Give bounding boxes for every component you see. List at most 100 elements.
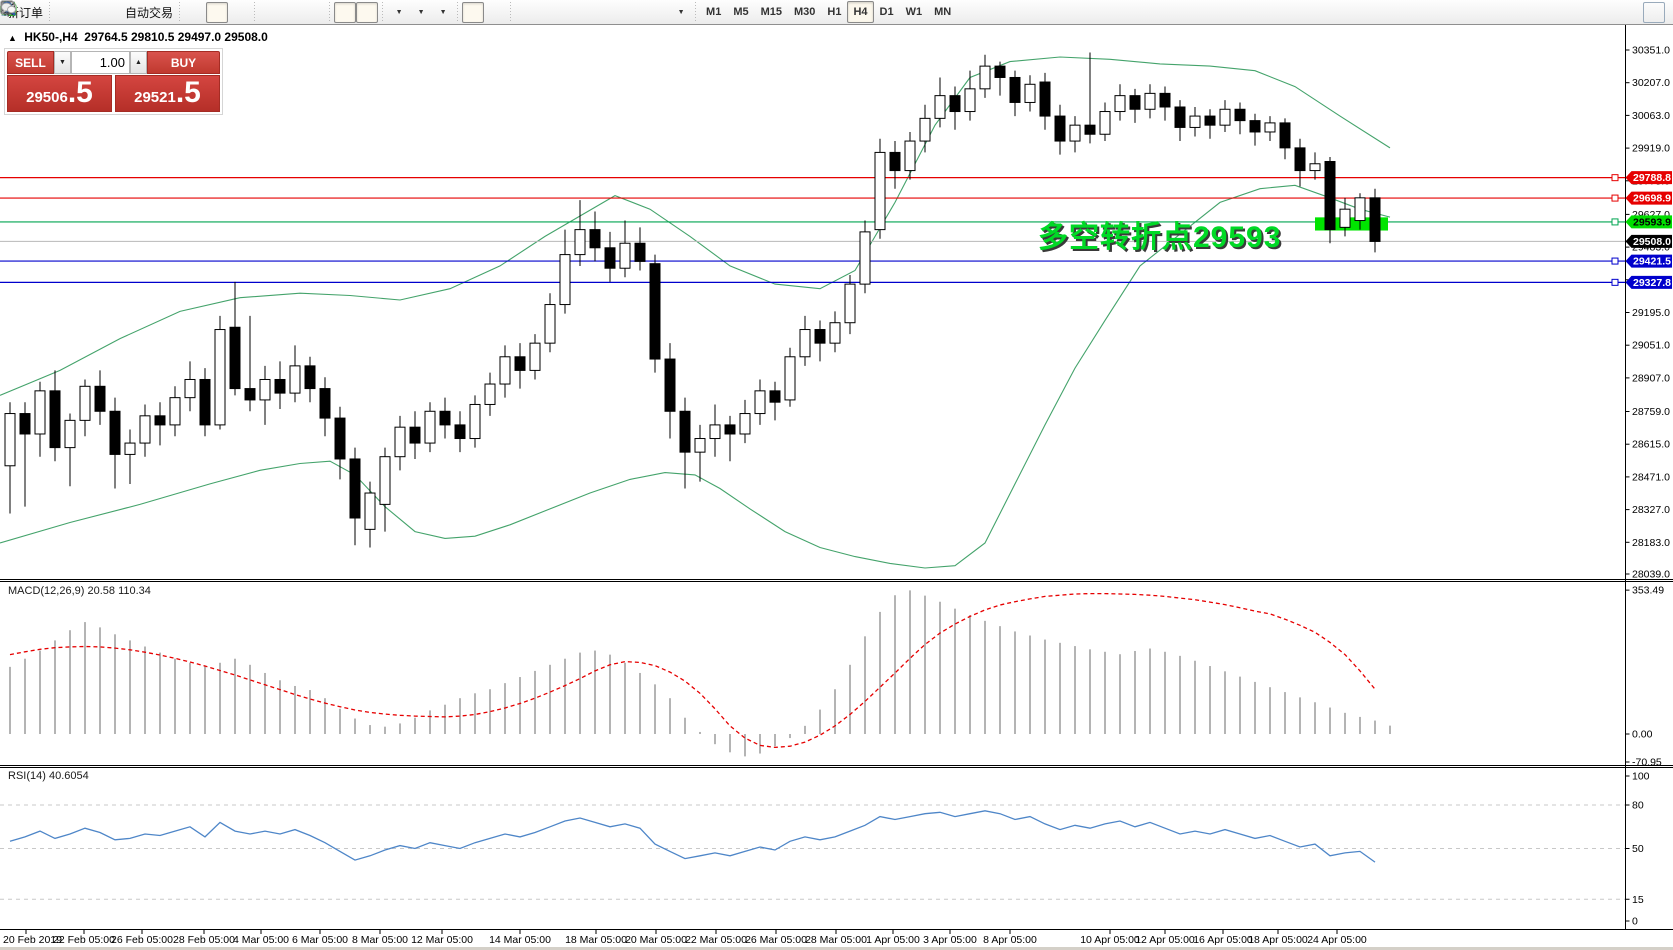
indicators-button[interactable]: ▼ [0, 1, 409, 23]
price-label-box[interactable] [1625, 171, 1673, 185]
candle-body [169, 397, 181, 426]
volume-decrease-button[interactable]: ▼ [54, 51, 71, 74]
vline-button[interactable] [7, 2, 537, 23]
toolbar-separator [455, 2, 461, 22]
price-label-box[interactable] [1625, 234, 1673, 248]
candle-body [859, 231, 871, 285]
price-tick-label: 28615.0 [1632, 439, 1670, 451]
signal-button[interactable] [0, 2, 120, 23]
trendline-button[interactable] [1, 2, 581, 23]
line-handle[interactable] [1611, 278, 1619, 286]
timeframe-mn-button[interactable]: MN [934, 6, 952, 18]
candle-body [1204, 115, 1216, 126]
candle-body [364, 492, 376, 530]
mql-community-button[interactable] [1, 2, 98, 23]
zoom-in-button[interactable] [1, 1, 281, 23]
zoom-out-button[interactable] [1, 1, 303, 23]
arrows-button[interactable]: ▼ [1, 1, 691, 23]
line-handle[interactable] [1611, 257, 1619, 265]
time-tick-label: 6 Mar 05:00 [292, 934, 348, 946]
timeframe-d1-button[interactable]: D1 [879, 6, 894, 18]
candlestick-button[interactable] [2, 1, 229, 23]
equidistant-channel-button[interactable]: E [0, 2, 603, 23]
line-handle[interactable] [1611, 174, 1619, 182]
time-tick-label: 12 Apr 05:00 [1135, 934, 1195, 946]
line-chart-button[interactable] [1, 2, 250, 23]
timeframe-m15-button[interactable]: M15 [760, 6, 782, 18]
candle-body [769, 390, 781, 403]
candle-body [1069, 124, 1081, 142]
time-tick-label: 16 Apr 05:00 [1193, 934, 1253, 946]
tile-windows-button[interactable] [2, 2, 325, 23]
line-handle[interactable] [1611, 194, 1619, 202]
candle-body [574, 229, 586, 256]
toolbar-separator [252, 2, 258, 22]
time-tick-label: 1 Apr 05:00 [866, 934, 920, 946]
crosshair-button[interactable] [2, 2, 506, 23]
buy-price-display[interactable]: 29521 .5 [114, 75, 220, 112]
candle-body [439, 410, 451, 426]
time-tick-label: 8 Mar 05:00 [352, 934, 408, 946]
price-label-box[interactable] [1625, 215, 1673, 229]
line-handle[interactable] [1611, 218, 1619, 226]
autotrading-button[interactable]: 自动交易 [1, 2, 175, 23]
sell-price-display[interactable]: 29506 .5 [7, 75, 113, 112]
price-label-box[interactable] [1625, 254, 1673, 268]
candle-body [994, 65, 1006, 78]
templates-button[interactable]: ▼ [1, 1, 453, 23]
candle-body [1129, 95, 1141, 110]
toolbar-separator [327, 2, 333, 22]
band-lower-line[interactable] [0, 184, 1391, 569]
sell-button[interactable]: SELL [7, 51, 54, 74]
text-label-button[interactable]: T [1, 2, 669, 23]
bar-chart-button[interactable] [1, 2, 206, 23]
dropdown-arrow-icon[interactable]: ▼ [417, 8, 425, 16]
band-upper-line[interactable] [0, 56, 1391, 396]
timeframe-h1-button[interactable]: H1 [827, 6, 842, 18]
candle-body [1264, 122, 1276, 133]
chart-shift-button[interactable] [2, 1, 379, 23]
timeframe-w1-button[interactable]: W1 [905, 6, 923, 18]
rsi-panel: 100 80 50 15 0 [0, 771, 1650, 928]
rsi-tick-label: 15 [1632, 894, 1644, 906]
macd-panel: 353.49 0.00 -70.95 [9, 585, 1664, 769]
timeframe-m1-button[interactable]: M1 [706, 6, 722, 18]
pivot-annotation-text[interactable]: 多空转折点29593 [1038, 221, 1282, 254]
dropdown-arrow-icon[interactable]: ▼ [677, 8, 685, 16]
search-button[interactable] [1, 1, 1643, 23]
rsi-tick-label: 50 [1632, 843, 1644, 855]
fibonacci-button[interactable]: F [2, 2, 625, 23]
collapse-arrow-icon[interactable]: ▲ [8, 33, 17, 43]
text-button[interactable]: A [4, 1, 647, 23]
timeframe-m5-button[interactable]: M5 [733, 6, 749, 18]
candle-body [754, 390, 766, 415]
hline-button[interactable] [2, 2, 559, 23]
price-label-box[interactable] [1625, 191, 1673, 205]
price-label-box[interactable] [1625, 275, 1673, 289]
candle-body [394, 426, 406, 458]
time-tick-label: 18 Apr 05:00 [1248, 934, 1308, 946]
auto-scroll-button[interactable] [2, 1, 357, 23]
timeframe-h4-button[interactable]: H4 [847, 1, 874, 23]
dropdown-arrow-icon[interactable]: ▼ [439, 8, 447, 16]
community-button[interactable] [1, 1, 1665, 23]
candle-body [814, 329, 826, 344]
price-tick-label: 28907.0 [1632, 372, 1670, 384]
price-tick-label: 29195.0 [1632, 307, 1670, 319]
periods-clock-button[interactable]: ▼ [1, 1, 431, 23]
candle-body [199, 378, 211, 426]
candlestick-series [4, 52, 1381, 548]
gold-symbol-button[interactable] [2, 1, 76, 23]
candle-body [544, 304, 556, 344]
volume-input[interactable]: 1.00 [71, 51, 130, 74]
candle-body [124, 442, 136, 455]
cursor-button[interactable] [5, 1, 485, 23]
dropdown-arrow-icon[interactable]: ▼ [395, 8, 403, 16]
candle-body [34, 390, 46, 435]
time-tick-label: 18 Mar 05:00 [565, 934, 627, 946]
timeframe-m30-button[interactable]: M30 [794, 6, 816, 18]
buy-button[interactable]: BUY [147, 51, 220, 74]
volume-increase-button[interactable]: ▲ [130, 51, 147, 74]
